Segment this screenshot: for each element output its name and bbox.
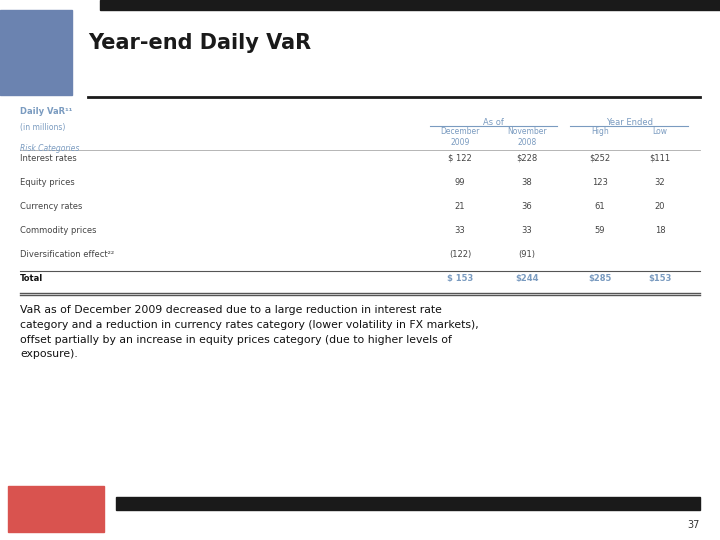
Text: 36: 36 (521, 202, 532, 211)
Text: Diversification effect²²: Diversification effect²² (20, 250, 114, 259)
Text: Currency rates: Currency rates (20, 202, 82, 211)
Text: 61: 61 (595, 202, 606, 211)
Text: $228: $228 (516, 154, 538, 163)
Text: Equity prices: Equity prices (20, 178, 75, 187)
Text: As of: As of (483, 118, 504, 127)
Text: $153: $153 (648, 274, 672, 283)
Text: Commodity prices: Commodity prices (20, 226, 96, 235)
Text: 33: 33 (521, 226, 532, 235)
Text: 37: 37 (688, 520, 700, 530)
Text: $252: $252 (590, 154, 611, 163)
Text: $111: $111 (649, 154, 670, 163)
Text: 59: 59 (595, 226, 606, 235)
Bar (0, 10, 72, 95)
Text: 21: 21 (455, 202, 465, 211)
Text: $244: $244 (516, 274, 539, 283)
Text: December
2009: December 2009 (441, 127, 480, 147)
Text: 33: 33 (454, 226, 465, 235)
Text: MPF: MPF (14, 490, 50, 505)
Text: 38: 38 (521, 178, 532, 187)
Bar (116, 497, 700, 510)
Text: 18: 18 (654, 226, 665, 235)
Bar (100, 0, 720, 10)
Text: Total: Total (20, 274, 43, 283)
Text: $ 122: $ 122 (448, 154, 472, 163)
Text: VaR as of December 2009 decreased due to a large reduction in interest rate
cate: VaR as of December 2009 decreased due to… (20, 305, 479, 360)
Text: Year Ended: Year Ended (606, 118, 654, 127)
Text: Year-end Daily VaR: Year-end Daily VaR (88, 33, 311, 53)
Text: November
2008: November 2008 (507, 127, 546, 147)
Text: (91): (91) (518, 250, 536, 259)
Text: High: High (591, 127, 609, 136)
Text: 123: 123 (592, 178, 608, 187)
Text: 32: 32 (654, 178, 665, 187)
Text: Low: Low (652, 127, 667, 136)
Text: Interest rates: Interest rates (20, 154, 77, 163)
Text: (in millions): (in millions) (20, 123, 66, 132)
Text: Risk Categories: Risk Categories (20, 144, 79, 153)
Text: Capital Advisors: Capital Advisors (14, 520, 58, 525)
Text: 99: 99 (455, 178, 465, 187)
Text: 20: 20 (654, 202, 665, 211)
Text: $ 153: $ 153 (447, 274, 473, 283)
Text: $285: $285 (588, 274, 612, 283)
Text: Goldman
Sachs: Goldman Sachs (5, 33, 43, 53)
Bar (8, 486, 104, 532)
Text: Daily VaR¹¹: Daily VaR¹¹ (20, 107, 73, 116)
Text: (122): (122) (449, 250, 471, 259)
